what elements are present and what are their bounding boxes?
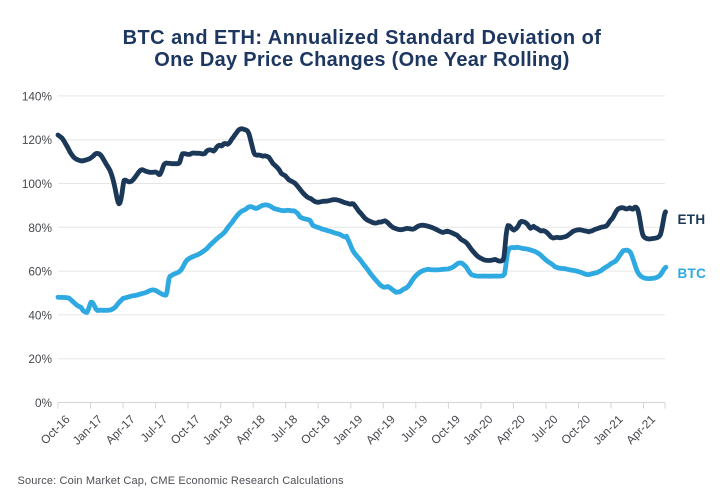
svg-text:Oct-16: Oct-16 bbox=[38, 412, 73, 447]
svg-text:BTC: BTC bbox=[678, 266, 707, 281]
svg-text:Oct-18: Oct-18 bbox=[298, 412, 333, 447]
svg-text:Apr-19: Apr-19 bbox=[363, 412, 398, 447]
svg-text:Apr-17: Apr-17 bbox=[103, 412, 138, 447]
svg-text:Jul-17: Jul-17 bbox=[138, 412, 171, 445]
svg-text:Oct-19: Oct-19 bbox=[428, 412, 463, 447]
svg-text:Jan-18: Jan-18 bbox=[200, 412, 236, 448]
svg-text:Oct-17: Oct-17 bbox=[168, 412, 203, 447]
svg-text:140%: 140% bbox=[22, 89, 53, 103]
svg-text:Jul-19: Jul-19 bbox=[398, 412, 431, 445]
svg-text:Apr-20: Apr-20 bbox=[493, 412, 528, 447]
svg-text:80%: 80% bbox=[28, 221, 52, 235]
svg-text:20%: 20% bbox=[28, 352, 52, 366]
svg-text:0%: 0% bbox=[35, 396, 53, 410]
svg-text:Apr-21: Apr-21 bbox=[623, 412, 658, 447]
svg-text:Oct-20: Oct-20 bbox=[558, 412, 593, 447]
svg-text:60%: 60% bbox=[28, 265, 52, 279]
svg-text:40%: 40% bbox=[28, 308, 52, 322]
svg-text:Jul-18: Jul-18 bbox=[268, 412, 301, 445]
svg-text:Jan-21: Jan-21 bbox=[590, 412, 625, 447]
svg-text:ETH: ETH bbox=[678, 212, 706, 227]
svg-text:Jan-20: Jan-20 bbox=[460, 412, 496, 448]
svg-text:Jan-17: Jan-17 bbox=[70, 412, 105, 447]
svg-text:120%: 120% bbox=[22, 133, 53, 147]
svg-text:Jul-20: Jul-20 bbox=[528, 412, 561, 445]
svg-text:100%: 100% bbox=[22, 177, 53, 191]
svg-text:Apr-18: Apr-18 bbox=[233, 412, 268, 447]
svg-text:Jan-19: Jan-19 bbox=[330, 412, 365, 447]
